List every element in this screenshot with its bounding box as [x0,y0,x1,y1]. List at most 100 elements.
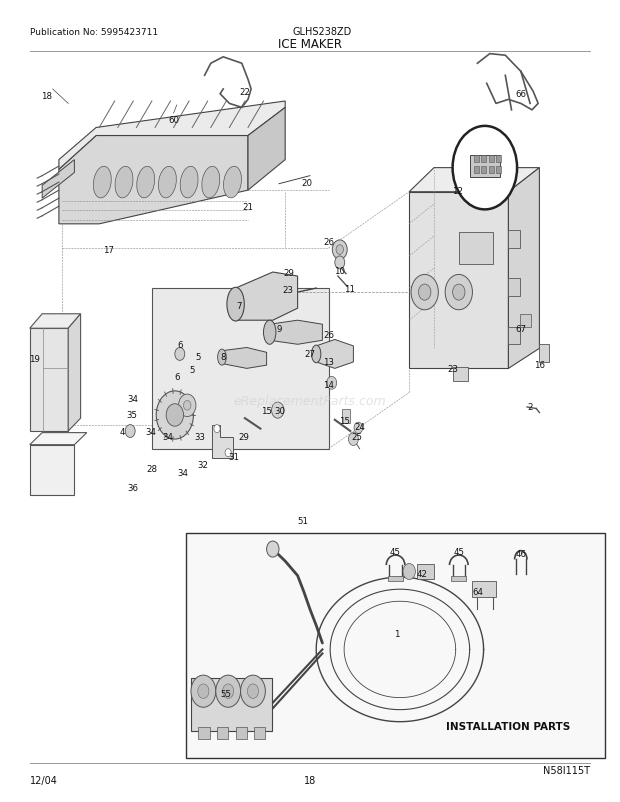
Text: 30: 30 [275,406,286,415]
Text: 18: 18 [41,91,52,101]
Polygon shape [30,433,87,445]
Circle shape [335,257,345,269]
Circle shape [348,433,358,446]
Text: 21: 21 [242,202,254,212]
Circle shape [156,391,193,439]
Text: 6: 6 [174,372,179,382]
Bar [254,727,265,739]
Circle shape [403,564,415,580]
Text: 14: 14 [323,380,334,390]
Polygon shape [59,136,248,225]
Circle shape [241,675,265,707]
Ellipse shape [227,288,244,322]
Text: 4: 4 [120,427,125,436]
Text: GLHS238ZD: GLHS238ZD [293,27,352,37]
Ellipse shape [264,321,276,345]
Text: 6: 6 [177,340,182,350]
Circle shape [445,275,472,310]
Polygon shape [248,108,285,191]
Polygon shape [68,314,81,431]
Bar [472,581,496,597]
Polygon shape [212,425,232,459]
Text: 23: 23 [283,286,294,295]
Circle shape [332,241,347,260]
Polygon shape [222,348,267,369]
Circle shape [166,404,184,427]
Circle shape [247,684,259,699]
Ellipse shape [137,167,154,199]
Text: 42: 42 [416,569,427,578]
Ellipse shape [159,167,176,199]
Polygon shape [508,168,539,369]
Circle shape [225,449,231,457]
Text: 28: 28 [146,464,157,474]
Text: 18: 18 [304,775,316,784]
Circle shape [272,403,284,419]
Bar [496,156,501,163]
Polygon shape [191,678,272,731]
Text: 45: 45 [453,547,464,557]
Text: 64: 64 [472,587,483,597]
Text: 55: 55 [221,689,232,699]
Text: 2: 2 [528,403,533,412]
Text: 7: 7 [236,302,241,311]
Text: 1: 1 [394,629,399,638]
Text: eReplacementParts.com: eReplacementParts.com [234,395,386,407]
Circle shape [184,401,191,411]
Polygon shape [30,314,81,329]
Bar [489,156,494,163]
Text: 66: 66 [515,90,526,99]
Bar [520,314,531,327]
Circle shape [418,285,431,301]
Text: 15: 15 [261,406,272,415]
Circle shape [216,675,241,707]
Polygon shape [316,340,353,369]
Bar [481,167,486,174]
Text: 29: 29 [283,268,294,277]
Ellipse shape [180,167,198,199]
Text: 17: 17 [103,245,114,255]
Text: 36: 36 [128,483,139,492]
Text: 12: 12 [452,186,463,196]
Circle shape [453,127,517,210]
Bar [417,565,434,579]
Text: 34: 34 [162,432,173,442]
Circle shape [453,285,465,301]
Circle shape [175,348,185,361]
Polygon shape [42,160,74,199]
Text: 24: 24 [354,422,365,431]
Circle shape [336,245,343,255]
Text: 5: 5 [190,366,195,375]
Ellipse shape [224,167,241,199]
Bar [489,167,494,174]
Ellipse shape [115,167,133,199]
Bar [342,409,350,423]
Text: 29: 29 [238,432,249,442]
Text: 23: 23 [447,364,458,374]
Polygon shape [270,321,322,345]
Bar [508,327,520,345]
Text: 20: 20 [301,178,312,188]
Bar [453,367,468,382]
Circle shape [125,425,135,438]
Text: 26: 26 [323,237,334,247]
Text: N58I115T: N58I115T [543,765,590,775]
Bar [474,156,479,163]
Circle shape [267,541,279,557]
Text: 22: 22 [239,87,250,97]
Circle shape [191,675,216,707]
Text: 25: 25 [351,432,362,442]
Text: ICE MAKER: ICE MAKER [278,38,342,51]
Text: 33: 33 [194,432,205,442]
Text: 26: 26 [323,330,334,340]
Text: 9: 9 [277,324,281,334]
Text: 27: 27 [304,350,316,359]
Polygon shape [30,445,74,496]
Circle shape [354,423,363,434]
Text: 45: 45 [390,547,401,557]
Bar [236,727,247,739]
Bar [451,577,466,581]
Text: INSTALLATION PARTS: INSTALLATION PARTS [446,721,570,731]
Text: 5: 5 [196,352,201,362]
Bar [496,167,501,174]
